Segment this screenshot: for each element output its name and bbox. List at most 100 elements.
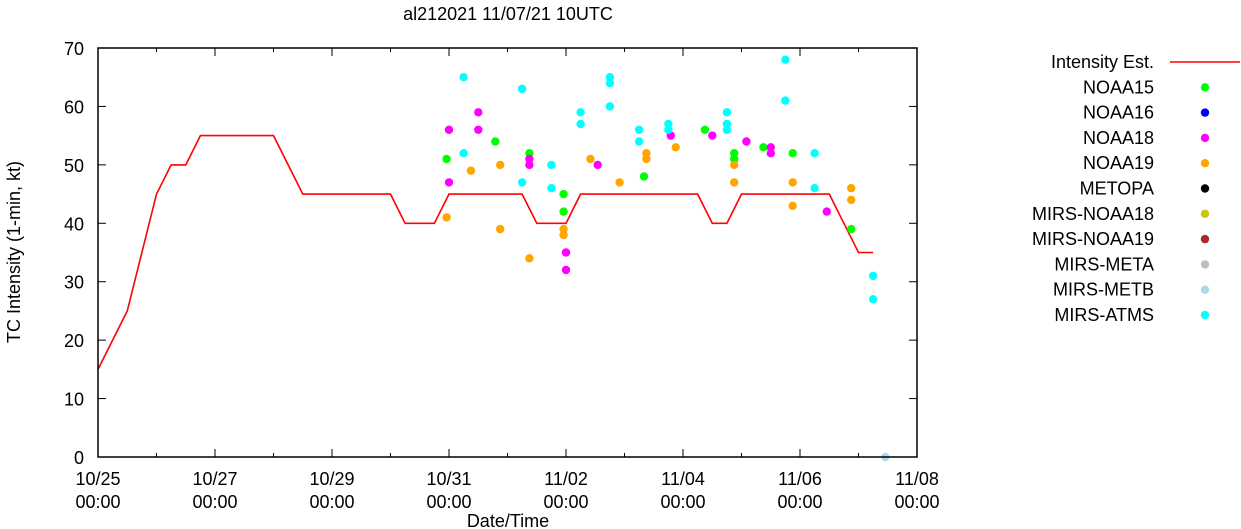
legend-swatch-noaa15 [1200,83,1210,92]
point-noaa19 [642,149,651,158]
y-tick-label: 30 [64,273,84,293]
point-mirs-atms [810,184,819,193]
plot-frame [97,47,918,458]
x-tick-time-label: 00:00 [309,492,354,512]
point-noaa19 [788,178,797,187]
point-noaa18 [766,143,775,152]
point-mirs-atms [634,125,644,134]
point-noaa19 [442,213,451,222]
x-tick-time-label: 00:00 [75,492,120,512]
intensity-est-line [97,134,874,370]
point-mirs-atms [664,125,673,134]
point-noaa15 [759,143,768,152]
point-noaa19 [730,160,739,170]
y-tick-label: 10 [64,390,84,410]
chart-title: al212021 11/07/21 10UTC [403,4,613,24]
point-noaa19 [671,143,680,152]
legend-label-noaa19: NOAA19 [1083,153,1154,173]
point-mirs-atms [722,125,732,134]
point-mirs-atms [868,295,878,304]
y-tick-label: 70 [64,39,84,59]
point-mirs-atms [664,119,673,129]
point-noaa15 [730,154,739,164]
point-noaa19 [642,154,651,164]
point-noaa15 [559,189,568,199]
legend-label-metopa: METOPA [1080,179,1154,199]
point-noaa19 [525,254,534,263]
point-noaa18 [708,131,717,140]
legend: Intensity Est. NOAA15 NOAA16 NOAA18 NOAA19 ME… [1032,52,1240,325]
y-tick-label: 40 [64,214,84,234]
y-tick-label: 0 [74,448,84,468]
axes: 0 10 20 30 40 50 60 70 10/25 00:00 10/27 00:00 10/29… [64,39,940,512]
point-noaa15 [442,154,451,164]
point-noaa18 [593,160,602,170]
point-noaa15 [639,172,649,181]
legend-swatch-mirs-meta [1200,260,1210,269]
point-noaa15 [730,149,739,158]
x-tick-time-label: 00:00 [660,492,705,512]
point-mirs-atms [722,119,732,129]
legend-swatch-noaa19 [1200,159,1210,168]
point-noaa19 [847,184,856,193]
point-mirs-atms [781,55,790,64]
point-noaa15 [700,125,710,134]
point-noaa19 [847,195,856,205]
x-tick-date-label: 10/25 [75,469,120,489]
point-mirs-atms [605,78,615,88]
legend-label-noaa16: NOAA16 [1083,103,1154,123]
x-tick-date-label: 11/02 [544,469,588,489]
y-tick-label: 20 [64,331,84,351]
legend-swatch-metopa [1200,184,1210,193]
x-tick-date-label: 10/31 [426,469,471,489]
point-mirs-atms [459,73,468,82]
point-noaa18 [474,125,483,134]
y-tick-label: 50 [64,156,84,176]
point-noaa19 [730,178,739,187]
point-mirs-atms [781,96,790,105]
point-mirs-atms [605,102,615,111]
legend-swatch-mirs-noaa18 [1200,209,1210,218]
point-noaa18 [474,108,483,117]
legend-swatch-mirs-noaa19 [1200,234,1210,244]
point-noaa19 [559,230,568,240]
point-noaa18 [561,248,571,257]
point-noaa15 [788,149,797,158]
point-mirs-atms [576,108,585,117]
point-noaa19 [788,201,797,210]
point-noaa18 [525,160,534,170]
point-mirs-atms [517,178,527,187]
legend-swatch-mirs-atms [1200,310,1210,320]
point-noaa19 [466,166,476,175]
legend-label-noaa15: NOAA15 [1083,77,1154,97]
x-tick-date-label: 11/08 [895,469,939,489]
point-noaa18 [822,207,831,216]
x-tick-time-label: 00:00 [426,492,471,512]
point-mirs-atms [810,149,819,158]
x-axis-label: Date/Time [467,511,549,529]
x-tick-time-label: 00:00 [894,492,939,512]
x-tick-date-label: 10/27 [192,469,237,489]
legend-label-mirs-noaa19: MIRS-NOAA19 [1032,229,1154,249]
x-tick-time-label: 00:00 [777,492,822,512]
legend-label-noaa18: NOAA18 [1083,128,1154,148]
legend-swatch-noaa16 [1200,108,1210,117]
point-noaa18 [444,178,454,187]
point-mirs-atms [868,271,878,281]
point-mirs-atms [634,137,644,146]
point-mirs-atms [547,184,556,193]
point-noaa18 [444,125,454,134]
y-axis-label: TC Intensity (1-min, kt) [4,161,24,343]
plot-area [97,55,890,462]
point-noaa15 [491,137,500,146]
x-tick-date-label: 10/29 [309,469,354,489]
x-tick-time-label: 00:00 [543,492,588,512]
point-mirs-atms [722,108,732,117]
point-noaa18 [766,149,775,158]
point-noaa15 [525,149,534,158]
legend-swatch-noaa18 [1200,133,1210,143]
point-mirs-atms [517,84,527,94]
legend-label-mirs-metb: MIRS-METB [1053,280,1154,300]
point-mirs-atms [547,160,556,170]
